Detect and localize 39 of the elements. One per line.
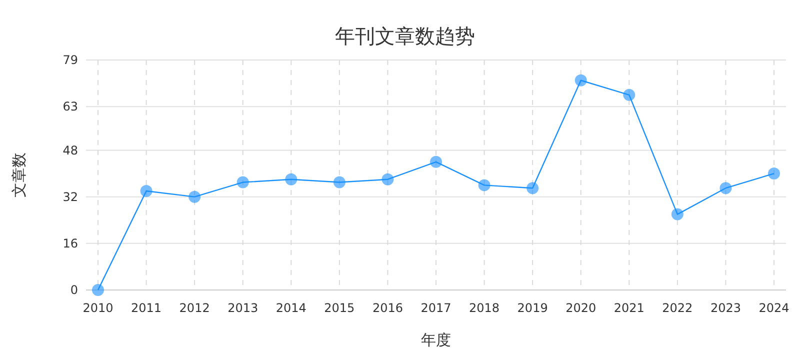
- y-tick-label: 79: [62, 53, 78, 67]
- x-tick-label: 2013: [228, 301, 258, 315]
- y-tick-label: 0: [70, 283, 78, 297]
- x-tick-label: 2024: [758, 301, 790, 315]
- x-tick-label: 2020: [566, 301, 596, 315]
- x-tick-label: 2015: [324, 301, 355, 315]
- point: [92, 284, 104, 296]
- y-tick-label: 48: [62, 143, 78, 158]
- point: [574, 74, 587, 86]
- x-tick-label: 2012: [179, 301, 210, 315]
- point: [623, 88, 636, 101]
- x-tick-label: 2023: [710, 301, 741, 315]
- y-tick-label: 16: [62, 236, 78, 250]
- point: [720, 182, 732, 194]
- point: [236, 176, 249, 188]
- point: [478, 179, 490, 192]
- chart-title: 年刊文章数趋势: [335, 24, 475, 48]
- x-tick-label: 2017: [420, 301, 452, 315]
- x-tick-label: 2021: [614, 301, 644, 315]
- x-tick-label: 2022: [662, 301, 693, 315]
- point: [382, 173, 394, 186]
- x-tick-label: 2019: [517, 301, 548, 315]
- x-axis-title: 年度: [421, 331, 451, 349]
- y-tick-label: 32: [62, 190, 78, 204]
- point: [140, 185, 152, 198]
- x-tick-label: 2011: [131, 301, 162, 315]
- y-tick-label: 63: [62, 100, 78, 114]
- point: [430, 156, 442, 168]
- y-axis-title: 文章数: [10, 152, 28, 198]
- x-tick-label: 2018: [469, 301, 500, 315]
- point: [768, 168, 780, 180]
- point: [285, 173, 298, 186]
- point: [671, 208, 684, 220]
- point: [526, 182, 539, 194]
- x-tick-label: 2010: [82, 301, 114, 315]
- x-tick-label: 2014: [276, 301, 306, 315]
- point: [188, 190, 201, 203]
- x-tick-label: 2016: [372, 301, 403, 315]
- point: [333, 176, 346, 188]
